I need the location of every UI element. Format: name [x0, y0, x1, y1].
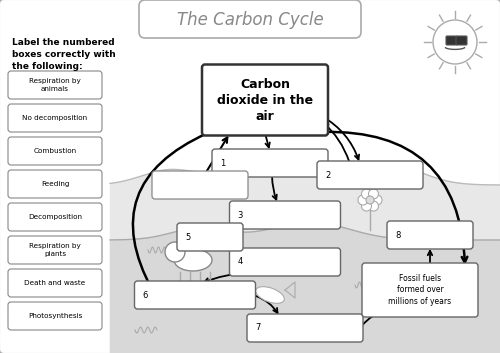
- FancyBboxPatch shape: [152, 171, 248, 199]
- Text: Carbon
dioxide in the
air: Carbon dioxide in the air: [217, 78, 313, 122]
- Circle shape: [372, 195, 382, 205]
- FancyBboxPatch shape: [230, 248, 340, 276]
- Text: 6: 6: [142, 291, 148, 299]
- FancyBboxPatch shape: [134, 281, 256, 309]
- Text: The Carbon Cycle: The Carbon Cycle: [176, 11, 324, 29]
- FancyBboxPatch shape: [362, 263, 478, 317]
- FancyBboxPatch shape: [446, 36, 457, 45]
- Text: 3: 3: [238, 210, 243, 220]
- FancyBboxPatch shape: [8, 203, 102, 231]
- Text: 8: 8: [395, 231, 400, 239]
- Circle shape: [362, 189, 372, 199]
- Text: 1: 1: [220, 158, 225, 168]
- Text: Feeding: Feeding: [41, 181, 69, 187]
- FancyBboxPatch shape: [387, 221, 473, 249]
- Text: Combustion: Combustion: [34, 148, 76, 154]
- Text: 4: 4: [238, 257, 243, 267]
- FancyBboxPatch shape: [139, 0, 361, 38]
- Text: 2: 2: [325, 170, 330, 179]
- FancyBboxPatch shape: [8, 137, 102, 165]
- FancyBboxPatch shape: [247, 314, 363, 342]
- Text: No decomposition: No decomposition: [22, 115, 88, 121]
- Ellipse shape: [174, 249, 212, 271]
- Circle shape: [362, 201, 372, 211]
- Circle shape: [368, 201, 378, 211]
- FancyBboxPatch shape: [8, 302, 102, 330]
- Circle shape: [358, 195, 368, 205]
- FancyBboxPatch shape: [8, 104, 102, 132]
- Text: Death and waste: Death and waste: [24, 280, 86, 286]
- Text: Label the numbered
boxes correctly with
the following:: Label the numbered boxes correctly with …: [12, 38, 116, 71]
- Ellipse shape: [256, 287, 284, 303]
- Text: Respiration by
plants: Respiration by plants: [29, 243, 81, 257]
- Text: 5: 5: [185, 233, 190, 241]
- Circle shape: [433, 20, 477, 64]
- FancyBboxPatch shape: [456, 36, 467, 45]
- Circle shape: [366, 196, 374, 204]
- Text: Photosynthesis: Photosynthesis: [28, 313, 82, 319]
- FancyBboxPatch shape: [230, 201, 340, 229]
- FancyBboxPatch shape: [8, 170, 102, 198]
- FancyBboxPatch shape: [8, 71, 102, 99]
- FancyBboxPatch shape: [202, 65, 328, 136]
- Circle shape: [368, 189, 378, 199]
- Text: Fossil fuels
formed over
millions of years: Fossil fuels formed over millions of yea…: [388, 274, 452, 306]
- FancyBboxPatch shape: [212, 149, 328, 177]
- FancyBboxPatch shape: [8, 269, 102, 297]
- FancyBboxPatch shape: [317, 161, 423, 189]
- Text: Respiration by
animals: Respiration by animals: [29, 78, 81, 92]
- Text: 7: 7: [255, 323, 260, 333]
- FancyBboxPatch shape: [8, 236, 102, 264]
- Text: Decomposition: Decomposition: [28, 214, 82, 220]
- FancyBboxPatch shape: [177, 223, 243, 251]
- Circle shape: [165, 242, 185, 262]
